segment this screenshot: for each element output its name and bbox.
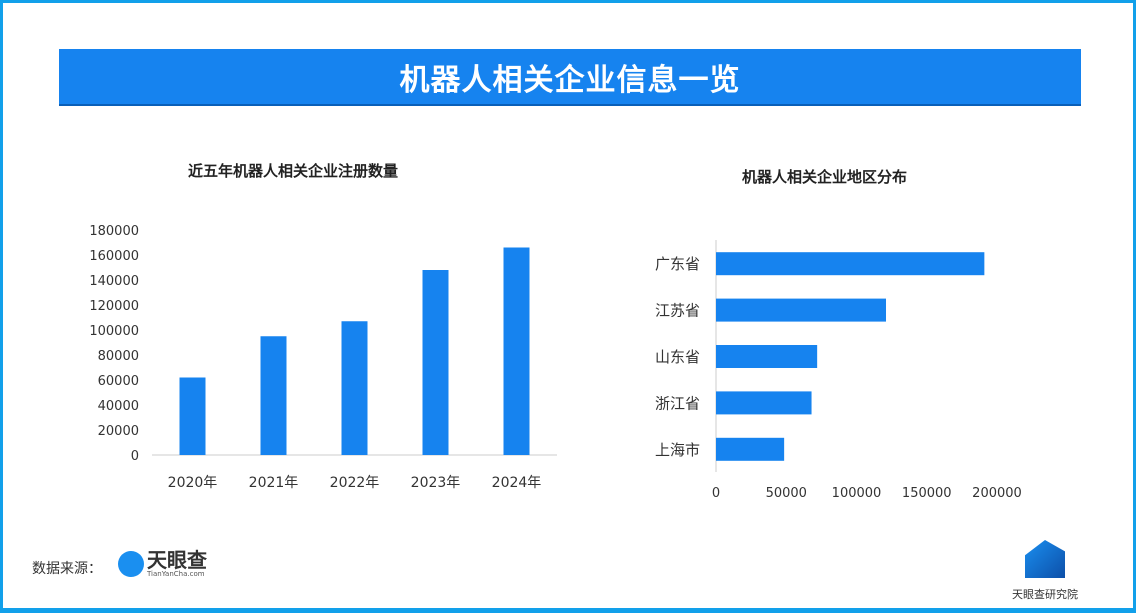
y-tick-label: 浙江省 bbox=[655, 394, 700, 412]
bar-2021年 bbox=[260, 336, 287, 455]
page-title: 机器人相关企业信息一览 bbox=[399, 62, 741, 98]
bar-江苏省 bbox=[716, 298, 887, 322]
bar-2022年 bbox=[341, 321, 368, 455]
bar-2020年 bbox=[179, 377, 206, 455]
x-tick-label: 150000 bbox=[902, 486, 952, 501]
x-tick-label: 50000 bbox=[766, 486, 807, 501]
y-tick-label: 上海市 bbox=[655, 441, 700, 459]
x-tick-label: 100000 bbox=[832, 486, 882, 501]
x-tick-label: 2024年 bbox=[492, 475, 542, 491]
brand-logo-icon bbox=[1025, 540, 1065, 578]
x-tick-label: 2022年 bbox=[330, 475, 380, 491]
y-tick-label: 0 bbox=[131, 449, 139, 464]
y-tick-label: 40000 bbox=[98, 399, 139, 414]
brand-name: 天眼查研究院 bbox=[1012, 588, 1078, 601]
y-tick-label: 20000 bbox=[98, 424, 139, 439]
y-tick-label: 广东省 bbox=[655, 255, 700, 273]
chart1-title: 近五年机器人相关企业注册数量 bbox=[188, 162, 399, 180]
source-logo-text: 天眼查 bbox=[147, 548, 207, 572]
bar-浙江省 bbox=[716, 391, 812, 415]
tianyancha-logo: 天眼查 TianYanCha.com bbox=[118, 550, 207, 578]
x-tick-label: 200000 bbox=[972, 486, 1022, 501]
x-tick-label: 2020年 bbox=[168, 475, 218, 491]
bar-2023年 bbox=[422, 270, 449, 455]
tianyancha-logo-icon bbox=[118, 551, 144, 577]
y-tick-label: 山东省 bbox=[655, 348, 700, 366]
y-tick-label: 100000 bbox=[89, 324, 139, 339]
x-tick-label: 2021年 bbox=[249, 475, 299, 491]
x-tick-label: 2023年 bbox=[411, 475, 461, 491]
y-tick-label: 180000 bbox=[89, 224, 139, 239]
source-logo-sub: TianYanCha.com bbox=[147, 570, 205, 578]
bar-广东省 bbox=[716, 252, 985, 276]
y-tick-label: 80000 bbox=[98, 349, 139, 364]
title-banner: 机器人相关企业信息一览 bbox=[59, 49, 1081, 106]
bar-山东省 bbox=[716, 345, 818, 368]
y-tick-label: 江苏省 bbox=[655, 302, 700, 320]
y-tick-label: 140000 bbox=[89, 274, 139, 289]
source-label: 数据来源： bbox=[32, 561, 102, 577]
chart2-title: 机器人相关企业地区分布 bbox=[742, 168, 908, 186]
bar-2024年 bbox=[503, 247, 530, 455]
x-tick-label: 0 bbox=[712, 486, 720, 501]
y-tick-label: 160000 bbox=[89, 249, 139, 264]
y-tick-label: 120000 bbox=[89, 299, 139, 314]
bar-上海市 bbox=[716, 437, 785, 461]
y-tick-label: 60000 bbox=[98, 374, 139, 389]
brand-logo: 天眼查研究院 bbox=[1000, 540, 1090, 602]
